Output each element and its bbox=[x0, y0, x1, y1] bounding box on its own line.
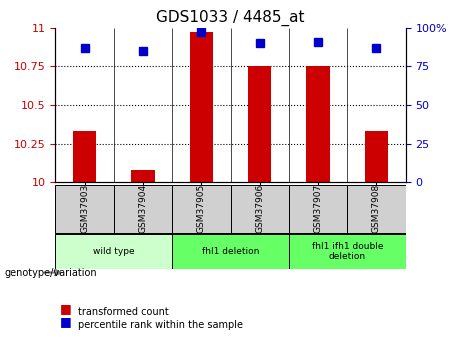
Text: GSM37904: GSM37904 bbox=[138, 184, 148, 233]
Bar bbox=[131, 170, 154, 182]
Text: GSM37906: GSM37906 bbox=[255, 184, 264, 233]
Text: percentile rank within the sample: percentile rank within the sample bbox=[78, 320, 243, 330]
Bar bbox=[307, 66, 330, 182]
FancyBboxPatch shape bbox=[230, 185, 289, 233]
Text: GSM37905: GSM37905 bbox=[197, 184, 206, 233]
Text: ■: ■ bbox=[60, 302, 71, 315]
Text: wild type: wild type bbox=[93, 247, 135, 256]
Text: GSM37903: GSM37903 bbox=[80, 184, 89, 233]
Bar bbox=[365, 131, 388, 182]
Text: ■: ■ bbox=[60, 315, 71, 328]
Text: transformed count: transformed count bbox=[78, 307, 169, 317]
FancyBboxPatch shape bbox=[347, 185, 406, 233]
Bar bbox=[248, 66, 272, 182]
FancyBboxPatch shape bbox=[172, 234, 289, 269]
FancyBboxPatch shape bbox=[289, 185, 347, 233]
Title: GDS1033 / 4485_at: GDS1033 / 4485_at bbox=[156, 10, 305, 26]
FancyBboxPatch shape bbox=[55, 185, 114, 233]
FancyBboxPatch shape bbox=[289, 234, 406, 269]
Text: fhl1 deletion: fhl1 deletion bbox=[202, 247, 259, 256]
Text: genotype/variation: genotype/variation bbox=[5, 268, 97, 277]
FancyBboxPatch shape bbox=[114, 185, 172, 233]
Text: GSM37908: GSM37908 bbox=[372, 184, 381, 233]
Bar bbox=[189, 32, 213, 182]
Bar bbox=[73, 131, 96, 182]
FancyBboxPatch shape bbox=[172, 185, 230, 233]
Text: fhl1 ifh1 double
deletion: fhl1 ifh1 double deletion bbox=[312, 242, 383, 262]
FancyBboxPatch shape bbox=[55, 234, 172, 269]
Text: GSM37907: GSM37907 bbox=[313, 184, 323, 233]
